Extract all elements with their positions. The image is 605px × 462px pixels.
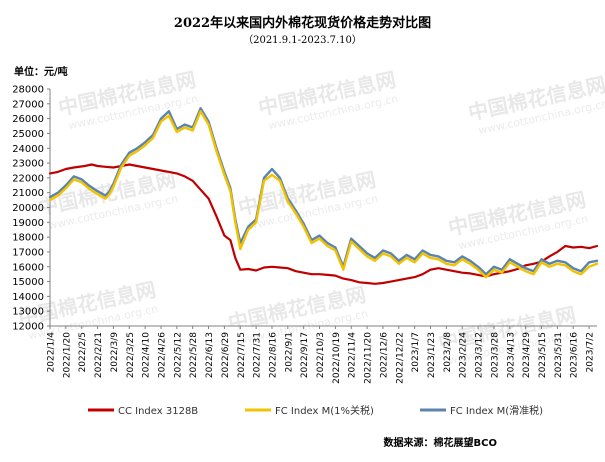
y-tick-label: 12000 <box>12 322 44 333</box>
x-tick-label: 2022/4/26 <box>157 332 167 378</box>
x-tick-label: 2022/12/22 <box>395 332 405 384</box>
chart-subtitle: （2021.9.1-2023.7.10） <box>243 35 362 46</box>
x-tick-label: 2022/11/20 <box>364 332 374 384</box>
x-tick-label: 2022/1/20 <box>62 332 72 378</box>
x-tick-label: 2022/12/6 <box>379 332 389 378</box>
x-tick-label: 2023/3/28 <box>490 332 500 378</box>
x-tick-label: 2023/4/13 <box>506 332 516 378</box>
y-tick-label: 21000 <box>12 188 44 199</box>
x-tick-label: 2023/2/24 <box>459 332 469 378</box>
x-tick-label: 2023/2/8 <box>443 332 453 373</box>
y-tick-label: 24000 <box>12 144 44 155</box>
y-tick-label: 20000 <box>12 203 44 214</box>
x-tick-label: 2023/5/15 <box>538 332 548 378</box>
y-tick-label: 18000 <box>12 233 44 244</box>
x-tick-label: 2023/7/2 <box>586 332 596 372</box>
y-tick-label: 16000 <box>12 262 44 273</box>
y-tick-label: 28000 <box>12 85 44 96</box>
y-tick-label: 25000 <box>12 129 44 140</box>
x-tick-label: 2023/6/16 <box>570 332 580 378</box>
data-source-note: 数据来源：棉花展望BCO <box>383 438 497 449</box>
chart-title: 2022年以来国内外棉花现货价格走势对比图 <box>173 16 432 31</box>
series-line-2 <box>48 107 599 276</box>
x-tick-label: 2022/10/3 <box>316 332 326 378</box>
x-tick-label: 2023/1/7 <box>411 332 421 372</box>
legend-label-0: CC Index 3128B <box>118 406 198 417</box>
y-tick-label: 22000 <box>12 173 44 184</box>
legend-label-1: FC Index M(1%关税) <box>275 404 374 417</box>
y-tick-label: 14000 <box>12 292 44 303</box>
x-tick-label: 2022/4/10 <box>142 332 152 378</box>
x-tick-label: 2022/3/9 <box>110 332 120 373</box>
x-tick-label: 2022/7/31 <box>253 332 263 378</box>
series-layer <box>48 107 599 285</box>
y-tick-label: 15000 <box>12 277 44 288</box>
x-tick-label: 2022/5/12 <box>173 332 183 378</box>
x-tick-label: 2022/1/4 <box>47 332 57 373</box>
x-tick-label: 2022/8/16 <box>268 332 278 378</box>
legend-label-2: FC Index M(滑准税) <box>450 404 543 417</box>
x-tick-label: 2023/5/31 <box>554 332 564 378</box>
x-tick-label: 2022/11/4 <box>348 332 358 378</box>
x-tick-label: 2022/6/13 <box>205 332 215 378</box>
legend: CC Index 3128B FC Index M(1%关税) FC Index M… <box>88 404 543 417</box>
y-tick-label: 23000 <box>12 159 44 170</box>
y-tick-label: 19000 <box>12 218 44 229</box>
x-tick-label: 2022/9/1 <box>284 332 294 372</box>
x-tick-label: 2022/10/19 <box>332 332 342 384</box>
series-line-0 <box>48 163 599 285</box>
x-tick-label: 2022/9/17 <box>300 332 310 378</box>
x-tick-label: 2022/5/28 <box>189 332 199 378</box>
x-tick-label: 2023/4/29 <box>522 332 532 378</box>
y-tick-label: 17000 <box>12 247 44 258</box>
y-tick-label: 26000 <box>12 114 44 125</box>
x-tick-label: 2023/3/12 <box>475 332 485 378</box>
x-tick-label: 2022/7/15 <box>237 332 247 378</box>
y-tick-label: 27000 <box>12 99 44 110</box>
x-tick-label: 2023/1/23 <box>427 332 437 378</box>
x-tick-label: 2022/6/29 <box>221 332 231 378</box>
series-line-1 <box>48 110 599 279</box>
y-axis-unit-label: 单位：元/吨 <box>14 67 68 78</box>
x-tick-label: 2022/2/5 <box>78 332 88 372</box>
x-tick-label: 2022/2/21 <box>94 332 104 378</box>
x-tick-label: 2022/3/25 <box>126 332 136 378</box>
y-tick-label: 13000 <box>12 307 44 318</box>
axes: 12000 13000 14000 15000 16000 17000 18000 19000… <box>12 85 597 384</box>
